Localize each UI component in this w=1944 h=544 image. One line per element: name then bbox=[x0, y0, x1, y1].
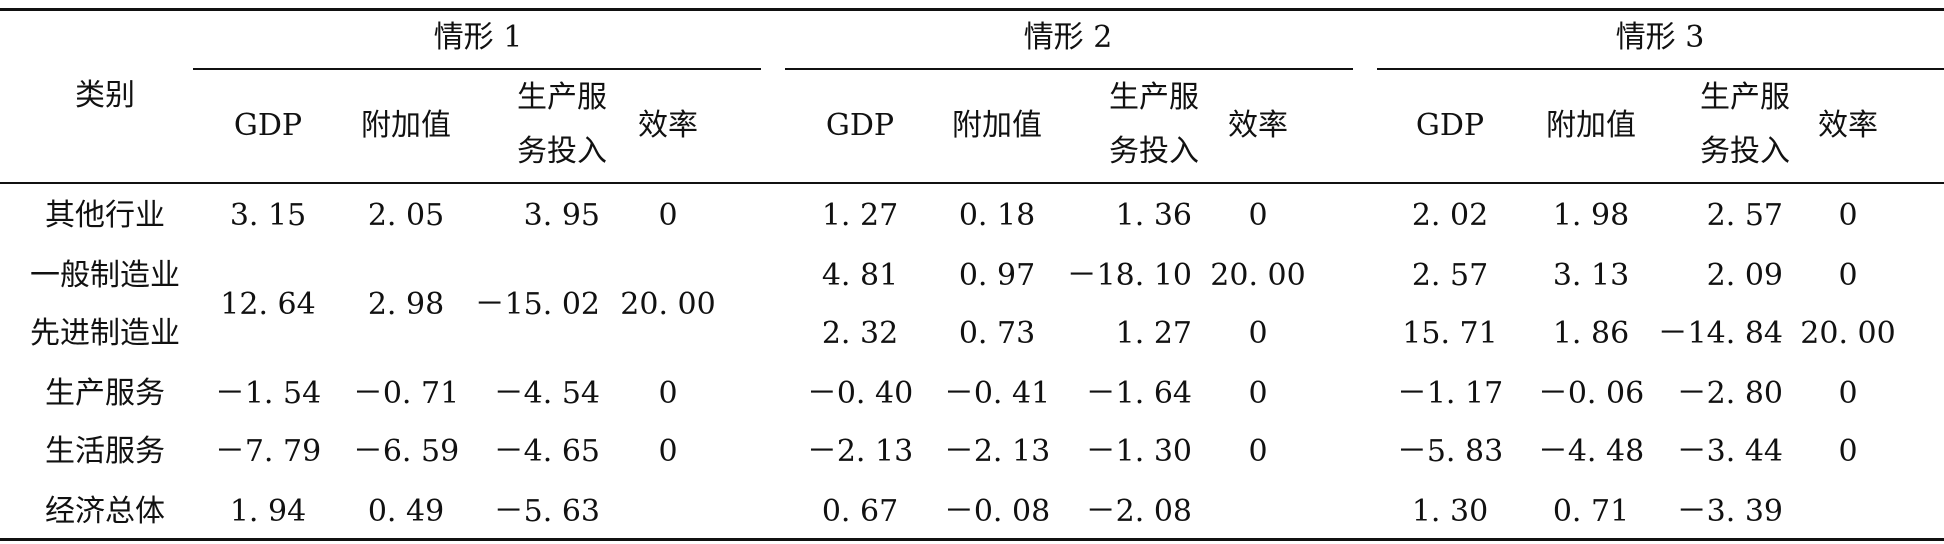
table-cell: 0. 67 bbox=[821, 494, 899, 529]
row-label: 其他行业 bbox=[45, 198, 165, 233]
table-cell: 3. 95 bbox=[523, 198, 600, 233]
table-cell: －0. 40 bbox=[806, 376, 914, 411]
table-cell: －6. 59 bbox=[352, 434, 460, 469]
row-label: 经济总体 bbox=[45, 494, 165, 529]
table-cell: －4. 54 bbox=[493, 376, 600, 411]
column-header: 效率 bbox=[1818, 108, 1878, 143]
column-header: 生产服 bbox=[1109, 80, 1199, 115]
table-cell: 1. 30 bbox=[1411, 494, 1489, 529]
table-cell: －0. 06 bbox=[1537, 376, 1645, 411]
table-cell: 1. 27 bbox=[1115, 316, 1192, 351]
table-cell: 0 bbox=[658, 198, 678, 233]
table-cell: 2. 57 bbox=[1706, 198, 1783, 233]
table-cell: 0 bbox=[1838, 258, 1858, 293]
table-cell: 2. 57 bbox=[1411, 258, 1489, 293]
table-cell: －1. 54 bbox=[214, 376, 322, 411]
table-cell: 0 bbox=[1838, 376, 1858, 411]
table-cell: －14. 84 bbox=[1657, 316, 1783, 351]
merged-cell: －15. 02 bbox=[474, 287, 600, 322]
group-underline-1 bbox=[193, 68, 761, 70]
table-cell: －0. 41 bbox=[943, 376, 1051, 411]
table-cell: －1. 64 bbox=[1085, 376, 1192, 411]
table-cell: 3. 15 bbox=[229, 198, 307, 233]
table-cell: －4. 48 bbox=[1537, 434, 1645, 469]
column-header: 效率 bbox=[638, 108, 698, 143]
table-cell: 1. 86 bbox=[1552, 316, 1630, 351]
table-cell: 20. 00 bbox=[1210, 258, 1306, 293]
table-cell: 0 bbox=[1838, 434, 1858, 469]
table-cell: 0 bbox=[1248, 198, 1268, 233]
table-cell: －2. 80 bbox=[1676, 376, 1783, 411]
header-rule bbox=[0, 182, 1944, 184]
table-cell: －4. 65 bbox=[493, 434, 600, 469]
table-cell: 0 bbox=[1248, 316, 1268, 351]
table-cell: 3. 13 bbox=[1552, 258, 1630, 293]
column-header: 务投入 bbox=[1109, 134, 1199, 169]
table-cell: 1. 94 bbox=[229, 494, 307, 529]
column-header: 附加值 bbox=[952, 108, 1042, 143]
table-cell: －3. 44 bbox=[1676, 434, 1783, 469]
table-cell: 1. 98 bbox=[1552, 198, 1630, 233]
row-label: 先进制造业 bbox=[30, 316, 180, 351]
table-cell: 2. 09 bbox=[1706, 258, 1783, 293]
column-header: 务投入 bbox=[1700, 134, 1790, 169]
table-cell: 0 bbox=[1248, 376, 1268, 411]
row-label: 生活服务 bbox=[45, 434, 165, 469]
table-cell: －1. 30 bbox=[1085, 434, 1192, 469]
table-cell: －7. 79 bbox=[214, 434, 322, 469]
row-label: 一般制造业 bbox=[30, 258, 180, 293]
merged-cell: 2. 98 bbox=[367, 287, 445, 322]
table-cell: －5. 83 bbox=[1396, 434, 1504, 469]
group-underline-2 bbox=[785, 68, 1353, 70]
table-cell: －5. 63 bbox=[493, 494, 600, 529]
table-cell: 2. 02 bbox=[1411, 198, 1489, 233]
merged-cell: 20. 00 bbox=[620, 287, 716, 322]
top-rule bbox=[0, 8, 1944, 11]
table-cell: －0. 08 bbox=[943, 494, 1051, 529]
table-cell: 2. 05 bbox=[367, 198, 445, 233]
table-cell: 15. 71 bbox=[1402, 316, 1498, 351]
merged-cell: 12. 64 bbox=[220, 287, 316, 322]
table-cell: －2. 13 bbox=[943, 434, 1051, 469]
table-cell: 1. 27 bbox=[821, 198, 899, 233]
table-cell: －2. 08 bbox=[1085, 494, 1192, 529]
column-header: GDP bbox=[233, 108, 303, 143]
table-cell: 0 bbox=[1838, 198, 1858, 233]
bottom-rule bbox=[0, 538, 1944, 541]
table-cell: 0. 73 bbox=[958, 316, 1036, 351]
table-cell: 0. 97 bbox=[958, 258, 1036, 293]
group-title-2: 情形 2 bbox=[1023, 20, 1113, 55]
group-underline-3 bbox=[1377, 68, 1944, 70]
table-cell: 4. 81 bbox=[821, 258, 899, 293]
column-header: 效率 bbox=[1228, 108, 1288, 143]
row-label-header: 类别 bbox=[75, 78, 135, 113]
column-header: 附加值 bbox=[361, 108, 451, 143]
table-cell: －2. 13 bbox=[806, 434, 914, 469]
group-title-3: 情形 3 bbox=[1615, 20, 1705, 55]
group-title-1: 情形 1 bbox=[433, 20, 523, 55]
column-header: GDP bbox=[1415, 108, 1485, 143]
table-cell: 2. 32 bbox=[821, 316, 899, 351]
table-cell: －3. 39 bbox=[1676, 494, 1783, 529]
table-cell: 0. 71 bbox=[1552, 494, 1630, 529]
table-cell: －18. 10 bbox=[1066, 258, 1192, 293]
table-cell: 0 bbox=[658, 434, 678, 469]
table-cell: 0 bbox=[1248, 434, 1268, 469]
column-header: GDP bbox=[825, 108, 895, 143]
table-cell: －1. 17 bbox=[1396, 376, 1504, 411]
column-header: 附加值 bbox=[1546, 108, 1636, 143]
table-cell: －0. 71 bbox=[352, 376, 460, 411]
table-cell: 20. 00 bbox=[1800, 316, 1896, 351]
table-cell: 0 bbox=[658, 376, 678, 411]
table-cell: 0. 18 bbox=[958, 198, 1036, 233]
table-cell: 0. 49 bbox=[367, 494, 445, 529]
row-label: 生产服务 bbox=[45, 376, 165, 411]
table-cell: 1. 36 bbox=[1115, 198, 1192, 233]
column-header: 生产服 bbox=[1700, 80, 1790, 115]
column-header: 生产服 bbox=[517, 80, 607, 115]
column-header: 务投入 bbox=[517, 134, 607, 169]
